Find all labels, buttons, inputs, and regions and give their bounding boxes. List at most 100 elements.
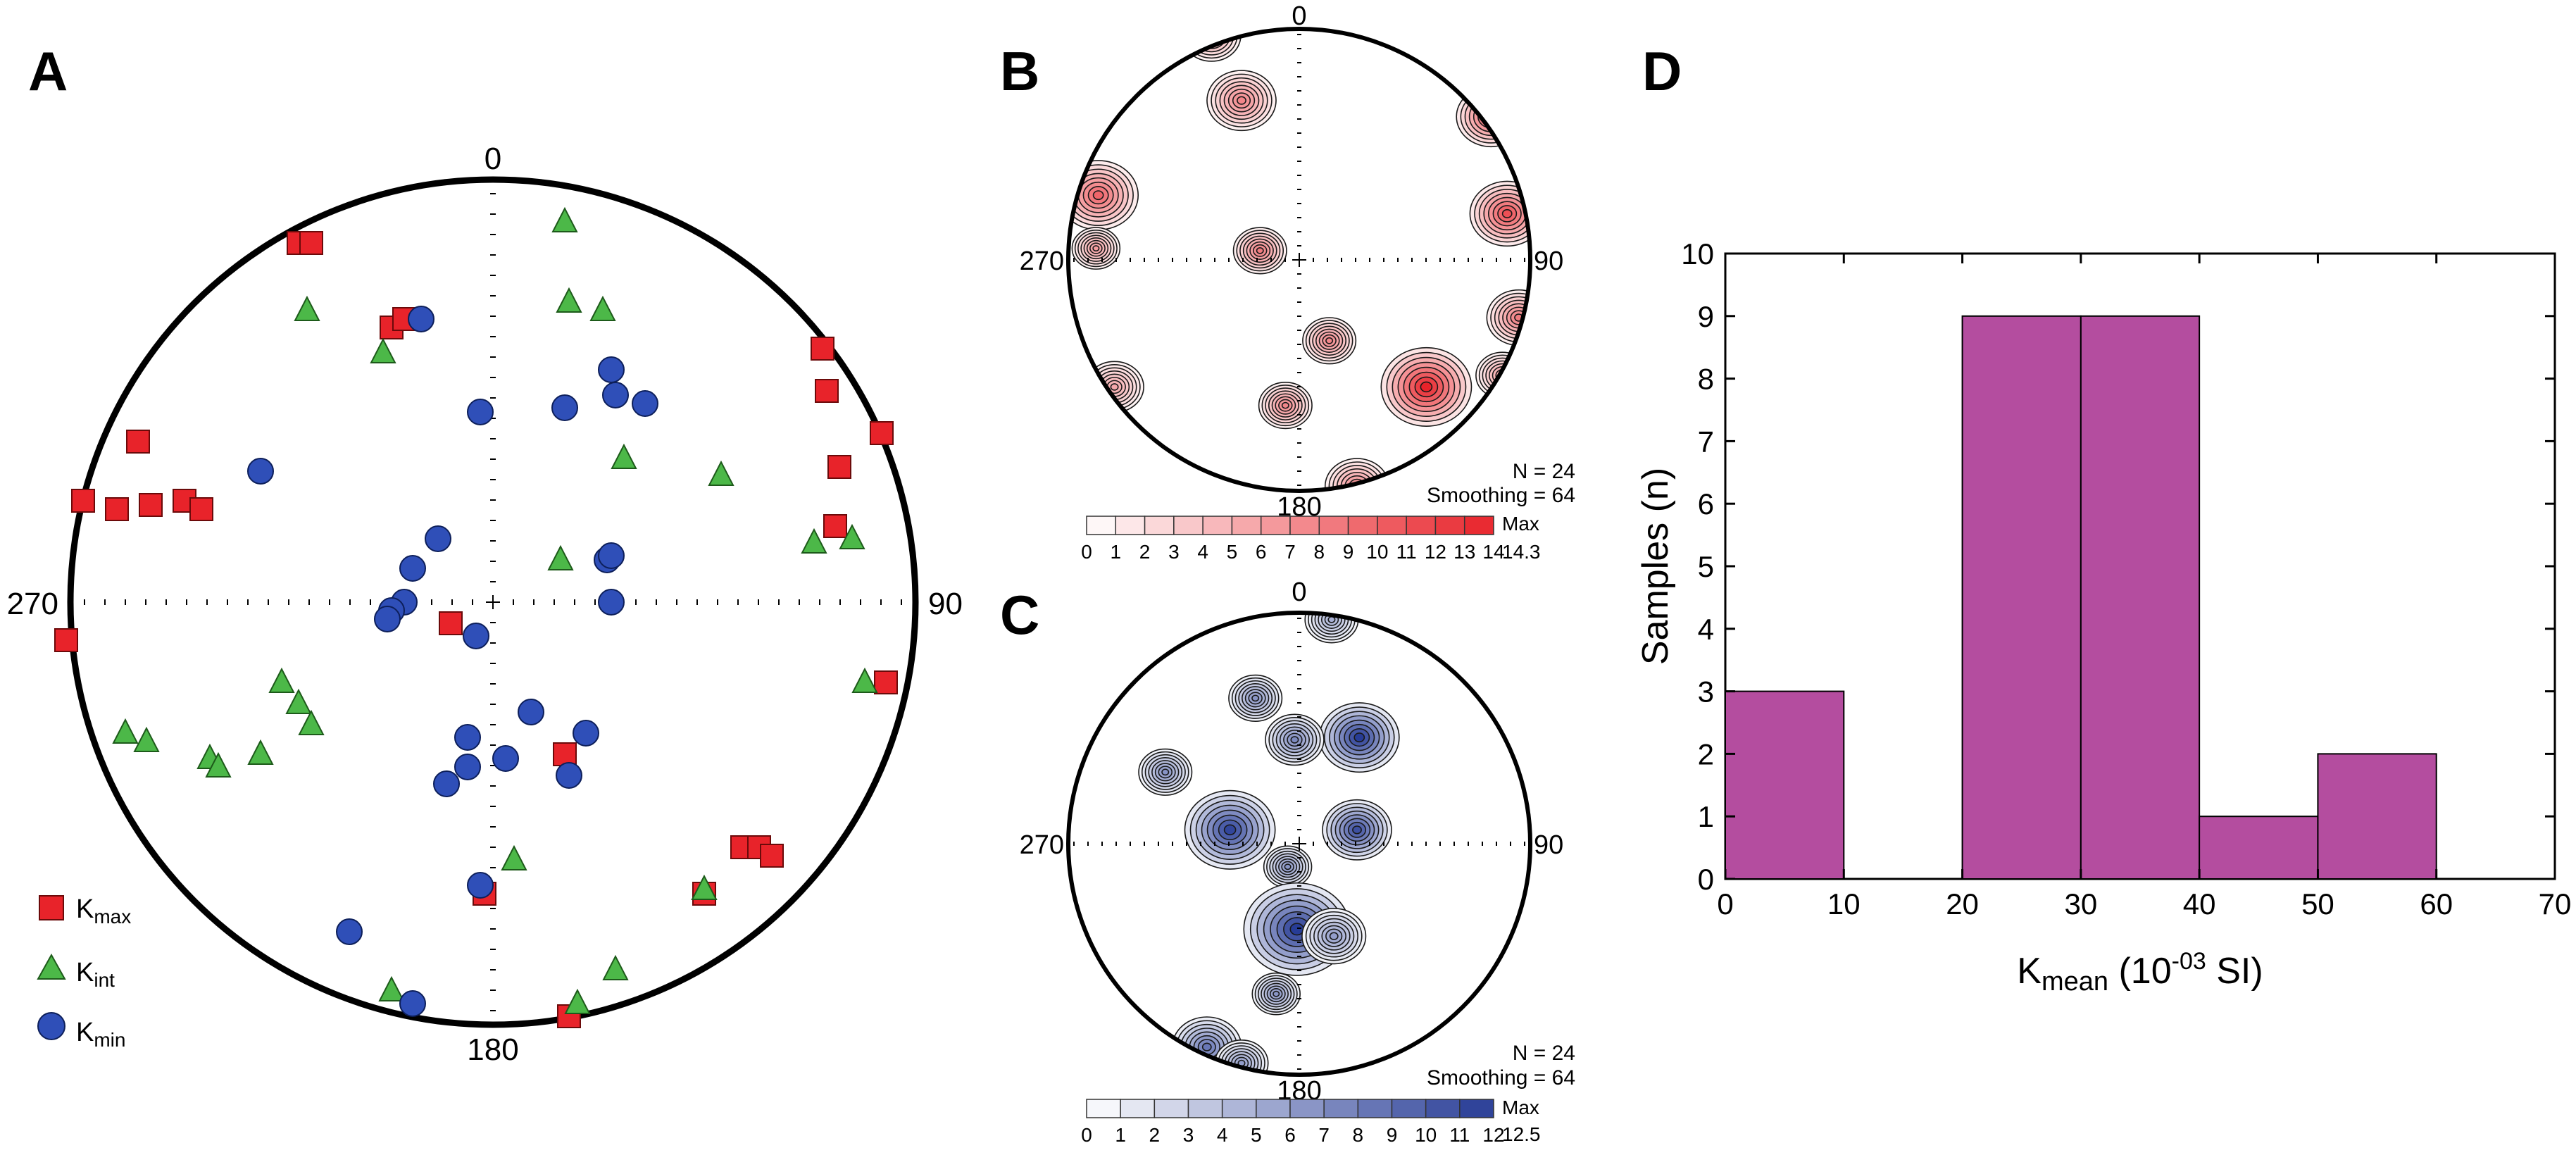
kmax-point (54, 628, 78, 652)
scale-tick-label: 12 (1482, 1124, 1504, 1146)
kint-point (247, 739, 274, 765)
x-tick-label: 30 (2064, 887, 2097, 920)
panel-c-label: C (1000, 584, 1039, 646)
kmax-point (189, 497, 213, 521)
scale-cell (1173, 516, 1203, 535)
kmin-point (463, 623, 489, 649)
histogram-bar (2080, 315, 2201, 880)
kmax-point (139, 493, 163, 517)
kmin-point (454, 754, 481, 780)
y-axis-label: Samples (n) (1635, 468, 1676, 665)
kmin-point (556, 762, 582, 789)
kint-point (112, 718, 139, 744)
stereonet-a-circle (67, 176, 919, 1028)
kmin-point (408, 306, 434, 332)
scale-cell (1115, 516, 1146, 535)
kint-point (378, 975, 405, 1001)
density-contour (1256, 246, 1264, 254)
density-contour (1486, 112, 1496, 121)
y-tick-label: 6 (1698, 487, 1714, 520)
scale-cell (1318, 516, 1349, 535)
kmin-point (518, 699, 544, 725)
kint-point (839, 523, 865, 549)
stat-smoothing-b: Smoothing = 64 (1427, 484, 1575, 507)
scale-max-label-b: Max (1502, 513, 1539, 535)
kmin-point (492, 745, 519, 772)
kmin-point (598, 589, 625, 616)
legend-kmax-label: Kmax (76, 894, 131, 928)
east-label-b: 90 (1534, 246, 1563, 276)
scale-tick-label: 6 (1256, 541, 1267, 563)
scale-max-label-c: Max (1502, 1097, 1539, 1118)
density-contour (1110, 383, 1119, 391)
scale-tick-label: 12 (1425, 541, 1446, 563)
density-contour (1273, 990, 1280, 997)
scale-cell (1120, 1099, 1156, 1118)
scale-tick-label: 6 (1284, 1124, 1296, 1146)
scale-tick-label: 14 (1482, 541, 1504, 563)
legend-kint-label: Kint (76, 958, 115, 991)
scale-tick-label: 1 (1115, 1124, 1126, 1146)
kmin-point (598, 356, 625, 383)
histogram-axes: 0 10 20 30 40 50 60 70 0 1 2 3 4 5 6 7 8 9 10 (1681, 237, 2571, 920)
kmax-point (71, 489, 95, 513)
legend-a: Kmax Kint Kmin (37, 894, 131, 1051)
density-contour (1290, 736, 1299, 744)
scale-tick-label: 11 (1449, 1124, 1470, 1146)
density-contour (1284, 863, 1292, 870)
density-contour (1201, 1042, 1212, 1051)
density-contour (1325, 337, 1334, 344)
x-tick-label: 20 (1946, 887, 1979, 920)
scale-max-value-b: 14.3 (1502, 541, 1541, 563)
kint-point (551, 206, 578, 232)
y-tick-label: 4 (1698, 613, 1714, 646)
density-contour (1251, 694, 1260, 702)
y-tick-label: 1 (1698, 800, 1714, 833)
scale-max-value-c: 12.5 (1502, 1123, 1541, 1145)
kmin-point (467, 399, 494, 425)
scale-cell (1231, 516, 1262, 535)
kmin-point (467, 872, 494, 899)
kint-point (285, 688, 312, 714)
x-tick-label: 40 (2183, 887, 2216, 920)
kmin-point (632, 390, 658, 417)
scale-tick-label: 8 (1353, 1124, 1364, 1146)
scale-tick-label: 10 (1366, 541, 1388, 563)
kmax-point (439, 611, 463, 635)
panel-d: D 0 10 20 30 40 50 60 70 0 1 2 3 4 5 6 7 8 9 10 Samples (n… (1635, 40, 2571, 997)
scale-cell (1256, 1099, 1291, 1118)
density-contour (1501, 208, 1513, 218)
kmin-point (399, 990, 426, 1017)
x-tick-label: 60 (2420, 887, 2453, 920)
kmin-point (399, 555, 426, 582)
west-label-b: 270 (1020, 246, 1064, 276)
kmax-point (299, 231, 323, 255)
kmax-point (811, 337, 834, 361)
x-axis-label: Kmean (10-03 SI) (2017, 948, 2263, 997)
scale-tick-label: 5 (1251, 1124, 1262, 1146)
kint-point (611, 443, 637, 469)
density-contour (1353, 732, 1365, 743)
kint-point (501, 844, 527, 870)
north-label-c: 0 (1292, 578, 1306, 607)
kint-point (556, 287, 582, 313)
density-contour (1092, 190, 1104, 201)
histogram-bar (1961, 315, 2082, 880)
y-tick-label: 9 (1698, 300, 1714, 333)
stat-n-c: N = 24 (1513, 1042, 1575, 1065)
density-contour (1327, 616, 1336, 623)
kint-point (268, 667, 295, 693)
y-tick-label: 10 (1681, 237, 1714, 270)
kint-point (294, 295, 320, 321)
kmax-point (105, 497, 129, 521)
stereonet-a-crosshair (84, 193, 902, 1011)
scale-tick-label: 1 (1110, 541, 1121, 563)
scale-tick-label: 10 (1415, 1124, 1437, 1146)
east-label-c: 90 (1534, 830, 1563, 860)
x-tick-label: 70 (2539, 887, 2572, 920)
y-tick-label: 2 (1698, 737, 1714, 770)
scale-tick-label: 5 (1227, 541, 1238, 563)
